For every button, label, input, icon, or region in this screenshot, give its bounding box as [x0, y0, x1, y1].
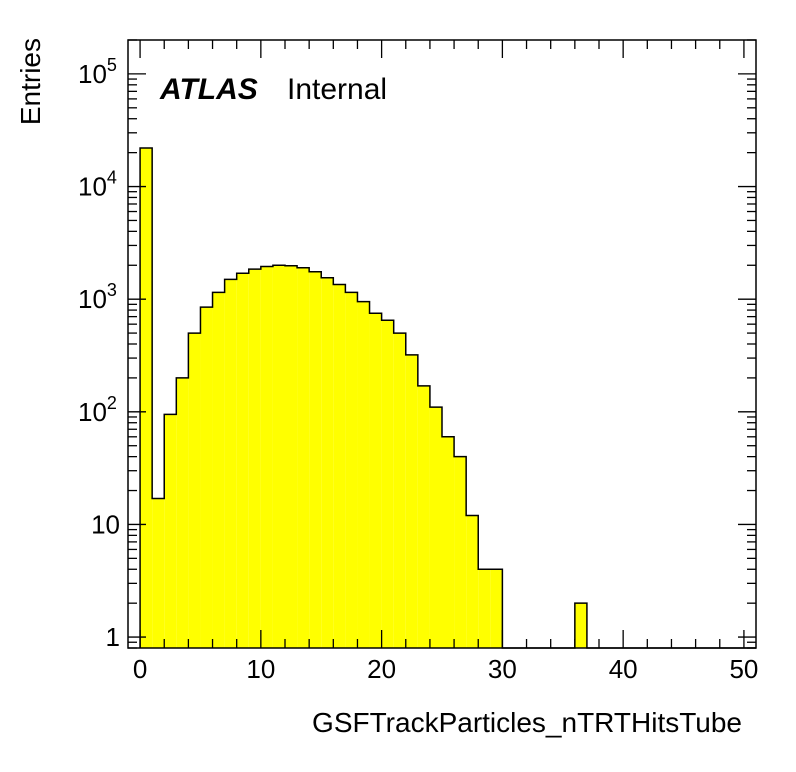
histogram-bin-0 — [140, 147, 153, 648]
histogram-bin-19 — [369, 313, 382, 648]
x-tick-label: 40 — [609, 654, 638, 684]
histogram-bin-25 — [442, 436, 455, 648]
histogram-bin-9 — [248, 269, 261, 648]
histogram-bin-22 — [405, 354, 418, 648]
histogram-bin-7 — [224, 279, 237, 648]
histogram-bin-20 — [381, 320, 394, 648]
axis-ticks — [128, 39, 756, 649]
x-tick-label: 50 — [729, 654, 758, 684]
histogram-bin-29 — [490, 569, 503, 648]
histogram-bin-10 — [260, 266, 273, 648]
y-tick-label: 10 — [91, 509, 120, 539]
histogram-bin-23 — [417, 385, 430, 648]
histogram-bin-36 — [574, 603, 587, 648]
histogram-bin-4 — [188, 333, 201, 648]
histogram-bin-27 — [466, 515, 479, 648]
histogram-bin-28 — [478, 569, 491, 648]
histogram-bin-8 — [236, 273, 249, 648]
histogram-bin-17 — [345, 292, 358, 648]
atlas-label: ATLAS — [159, 73, 258, 106]
histogram-bin-3 — [176, 377, 189, 648]
y-tick-label: 102 — [78, 393, 117, 427]
x-tick-label: 20 — [367, 654, 396, 684]
x-axis-title: GSFTrackParticles_nTRTHitsTube — [312, 707, 742, 738]
histogram-bin-2 — [164, 414, 177, 648]
histogram-bin-26 — [454, 456, 467, 648]
histogram-bin-6 — [212, 292, 225, 648]
y-axis-title: Entries — [15, 38, 46, 125]
histogram-bars — [140, 147, 587, 648]
histogram-bin-1 — [152, 498, 165, 648]
status-label: Internal — [287, 73, 387, 106]
histogram-bin-13 — [297, 267, 310, 648]
histogram-bin-16 — [333, 284, 346, 648]
y-tick-label: 1 — [106, 622, 120, 652]
histogram-bin-11 — [272, 265, 285, 648]
y-tick-label: 105 — [78, 55, 117, 89]
histogram-bin-12 — [285, 265, 298, 648]
histogram-bin-18 — [357, 301, 370, 648]
y-tick-labels: 1 10 102 103 104 105 — [78, 55, 120, 652]
x-tick-label: 0 — [133, 654, 147, 684]
histogram-bin-21 — [393, 333, 406, 648]
histogram-bin-15 — [321, 277, 334, 648]
y-tick-label: 103 — [78, 280, 117, 314]
histogram-bin-14 — [309, 271, 322, 648]
histogram-bin-24 — [429, 407, 442, 648]
x-tick-label: 10 — [246, 654, 275, 684]
y-tick-label: 104 — [78, 168, 117, 202]
x-tick-label: 30 — [488, 654, 517, 684]
histogram-bin-5 — [200, 307, 213, 648]
x-tick-labels: 0 10 20 30 40 50 — [133, 654, 759, 684]
